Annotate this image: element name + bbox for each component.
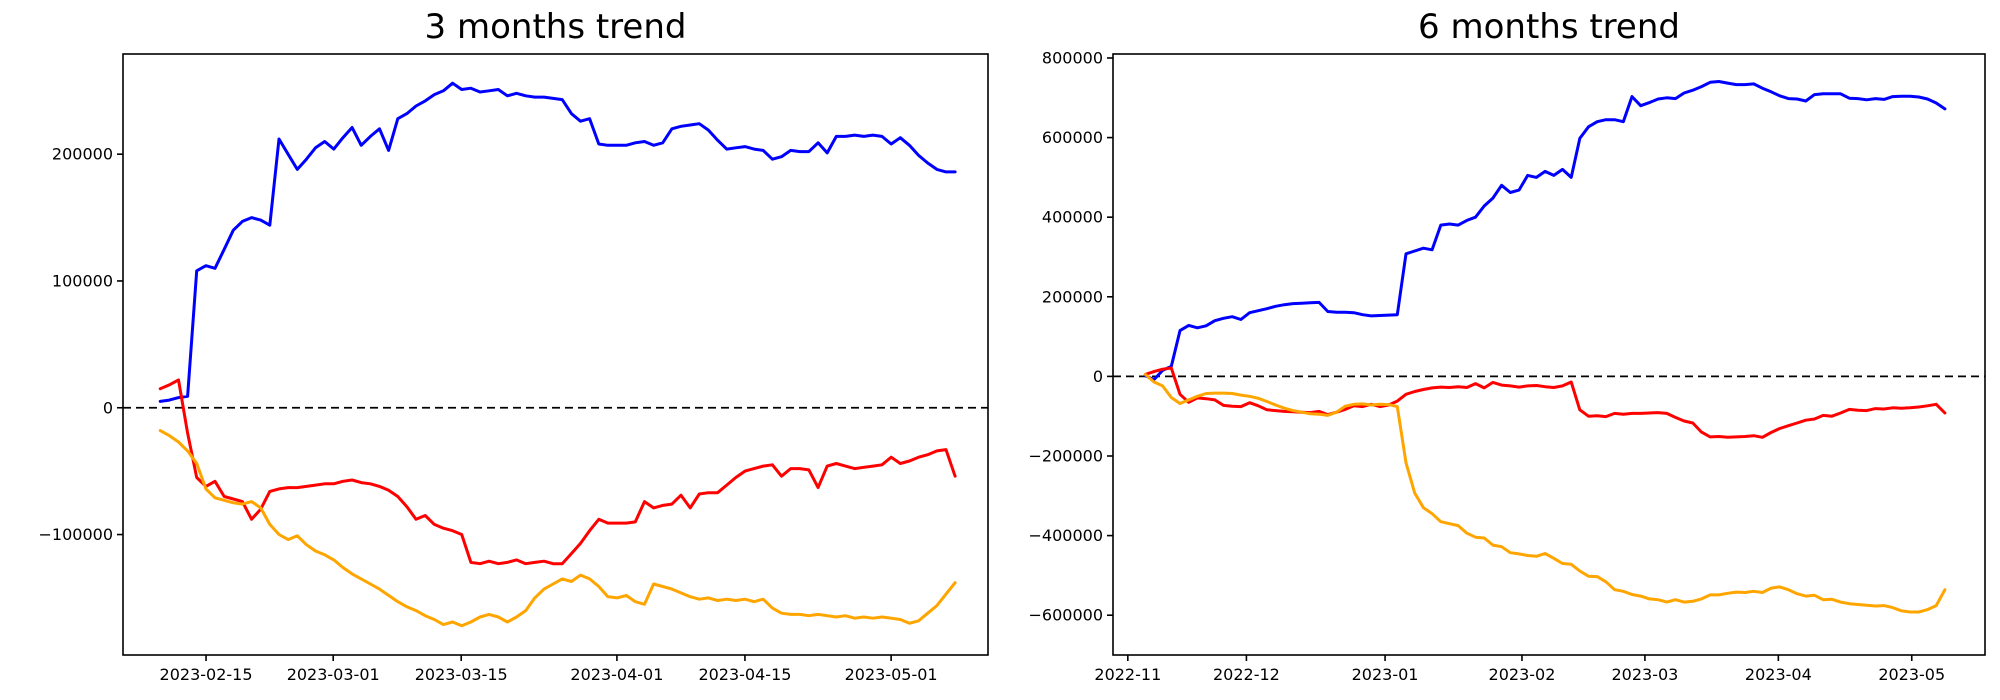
y-tick-label: −200000 (1029, 446, 1103, 465)
axes-frame (1112, 53, 1986, 656)
x-tick-label: 2023-05 (1878, 665, 1945, 684)
x-tick-label: 2023-04-01 (570, 665, 663, 684)
x-tick-label: 2022-12 (1213, 665, 1280, 684)
x-tick-label: 2023-04 (1745, 665, 1812, 684)
chart-3-months-plot: 200000 100000 0 −100000 2023-02-15 2023-03-01… (39, 53, 989, 684)
series-line-blue (1143, 80, 1947, 382)
y-tick-label: 600000 (1042, 128, 1103, 147)
y-tick-label: 400000 (1042, 208, 1103, 227)
x-tick-label: 2023-02-15 (160, 665, 253, 684)
series-line-orange (1143, 372, 1947, 614)
y-tick-label: 0 (103, 398, 113, 417)
x-tick-label: 2023-01 (1352, 665, 1419, 684)
chart-6-months-plot: 800000 600000 400000 200000 0 −200000 −400000 −… (1029, 48, 1986, 684)
x-tick-label: 2023-04-15 (698, 665, 791, 684)
y-tick-label: −400000 (1029, 526, 1103, 545)
series-line-red (1143, 366, 1947, 439)
y-tick-label: 0 (1093, 367, 1103, 386)
chart-title-6-months: 6 months trend (1418, 7, 1680, 47)
series-line-red (158, 378, 957, 566)
y-tick-label: −100000 (39, 525, 113, 544)
series-line-blue (158, 81, 957, 403)
y-tick-label: 800000 (1042, 48, 1103, 67)
y-tick-label: −600000 (1029, 606, 1103, 625)
x-tick-label: 2022-11 (1094, 665, 1161, 684)
x-tick-label: 2023-03-01 (287, 665, 380, 684)
chart-title-3-months: 3 months trend (424, 7, 687, 47)
axes-frame (122, 53, 989, 656)
y-tick-label: 200000 (52, 145, 113, 164)
x-tick-label: 2023-05-01 (845, 665, 938, 684)
y-tick-label: 100000 (52, 271, 113, 290)
series-line-orange (158, 429, 957, 628)
x-tick-label: 2023-03-15 (415, 665, 508, 684)
x-tick-label: 2023-02 (1489, 665, 1556, 684)
x-tick-label: 2023-03 (1611, 665, 1678, 684)
y-tick-label: 200000 (1042, 287, 1103, 306)
